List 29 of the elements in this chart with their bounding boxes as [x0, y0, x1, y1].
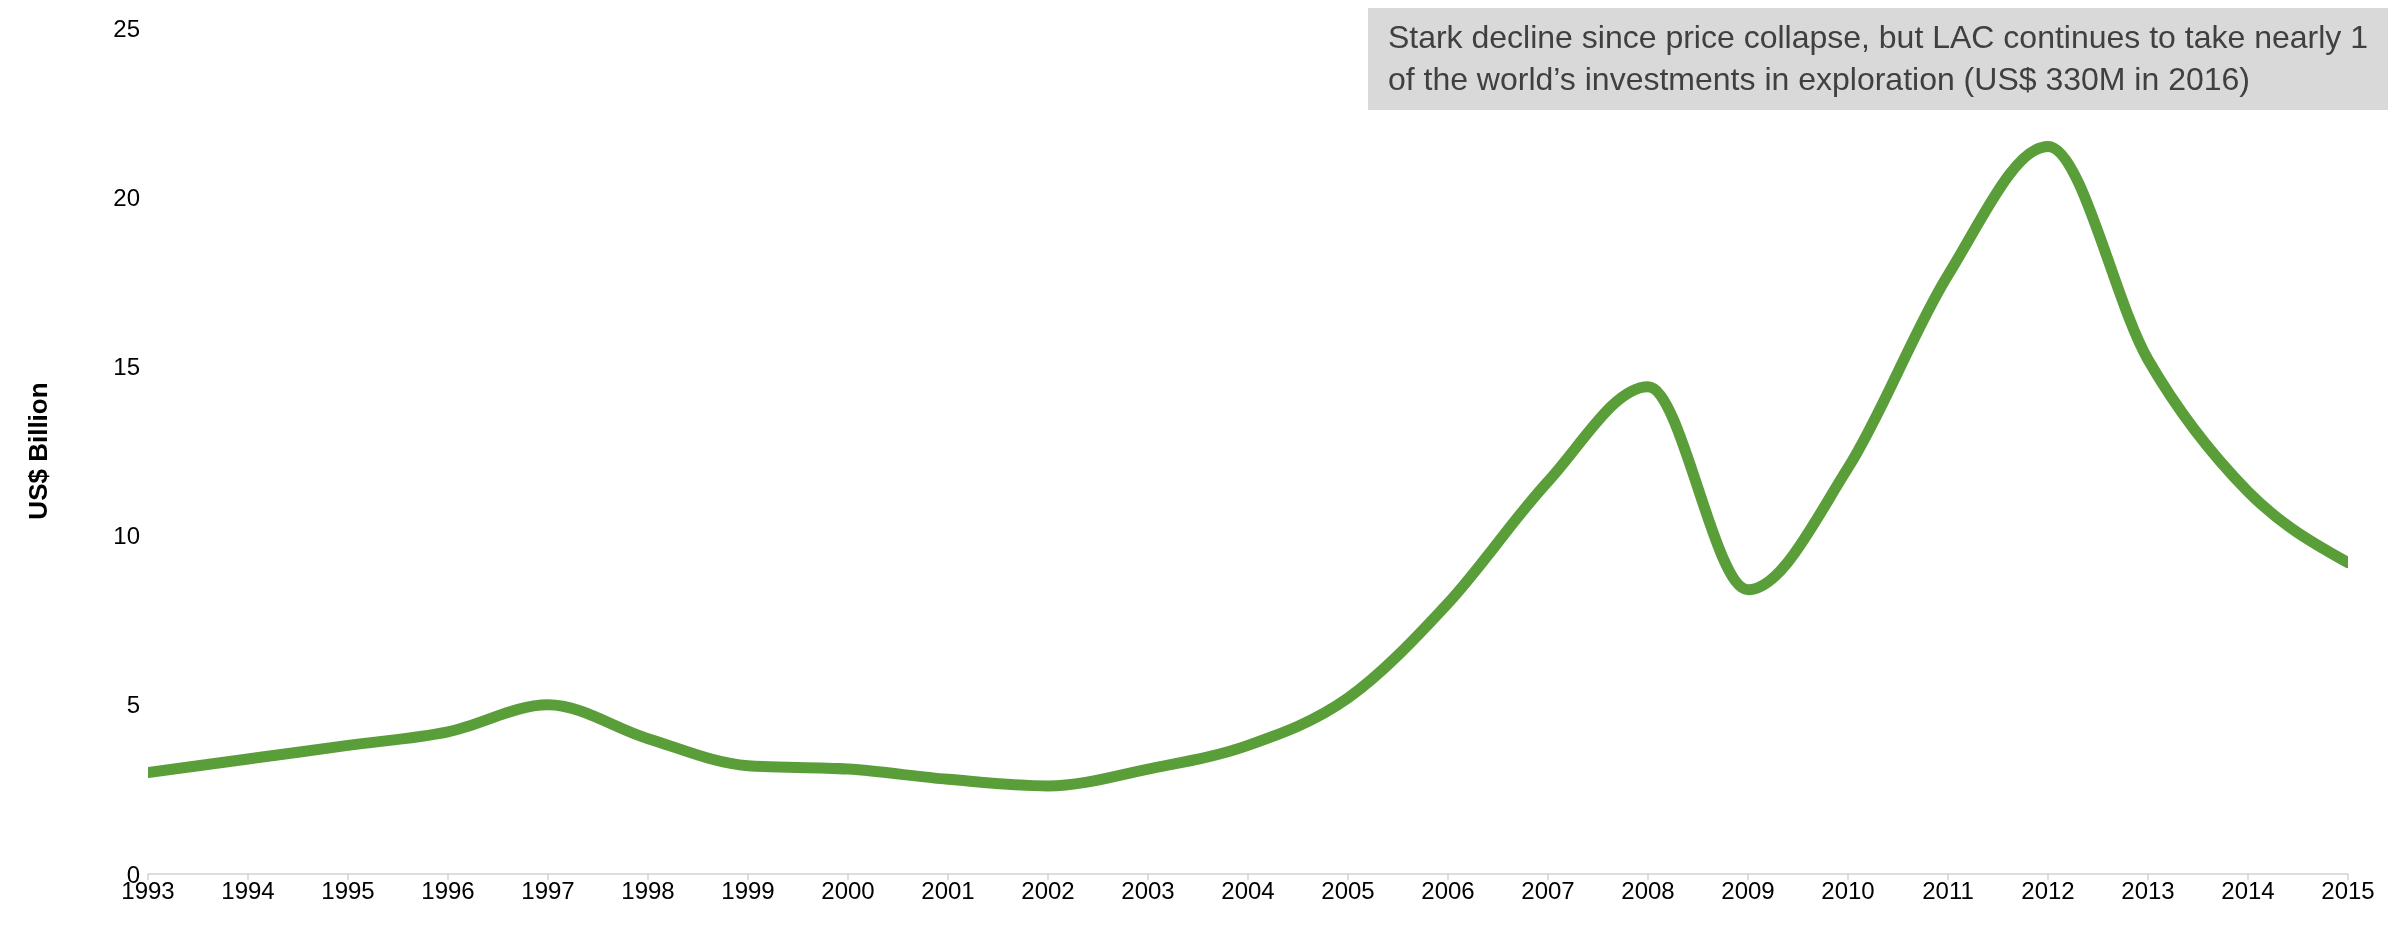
x-tick-label: 2005 [1321, 877, 1375, 905]
x-tick-label: 1994 [221, 877, 275, 905]
x-tick-label: 2013 [2121, 877, 2175, 905]
x-tick-label: 2003 [1121, 877, 1175, 905]
x-tick-label: 2007 [1521, 877, 1575, 905]
x-tick-label: 2008 [1621, 877, 1675, 905]
x-tick-label: 1998 [621, 877, 675, 905]
x-tick-label: 2011 [1922, 877, 1974, 905]
y-tick-label: 5 [126, 691, 140, 719]
x-tick-label: 1996 [421, 877, 475, 905]
x-tick-label: 2002 [1021, 877, 1075, 905]
y-tick-label: 20 [113, 183, 140, 211]
x-tick-label: 1995 [321, 877, 375, 905]
x-tick-label: 2001 [921, 877, 975, 905]
x-tick-label: 2006 [1421, 877, 1475, 905]
y-tick-label: 15 [113, 352, 140, 380]
x-tick-label: 2009 [1721, 877, 1775, 905]
y-tick-label: 25 [113, 14, 140, 42]
x-tick-label: 2012 [2021, 877, 2075, 905]
y-axis-title: US$ Billion [23, 382, 54, 520]
x-tick-label: 2015 [2321, 877, 2375, 905]
x-tick-label: 1999 [721, 877, 775, 905]
x-tick-label: 2000 [821, 877, 875, 905]
y-tick-label: 10 [113, 522, 140, 550]
x-tick-label: 1997 [521, 877, 575, 905]
annotation: Stark decline since price collapse, but LAC continues to take nearly 1 of the world’s investments in exploration (US$ 330M in 2016) [1367, 8, 2388, 110]
x-tick-label: 2014 [2221, 877, 2275, 905]
x-tick-label: 2010 [1821, 877, 1875, 905]
x-tick-label: 2004 [1221, 877, 1275, 905]
